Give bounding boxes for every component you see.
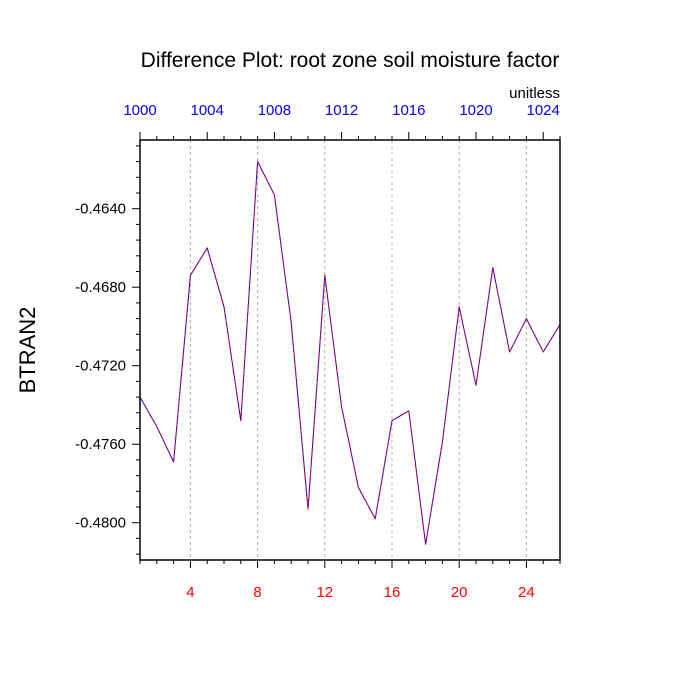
axis-ticks (132, 132, 561, 568)
left-tick-label: -0.4680 (75, 279, 126, 296)
bottom-tick-label: 20 (451, 584, 468, 601)
bottom-tick-label: 12 (316, 584, 333, 601)
left-tick-label: -0.4720 (75, 358, 126, 375)
tick-labels: 4 8 12 16 20 24 1000 1004 1008 1012 1016 1020 1024 -0… (75, 102, 560, 601)
top-tick-label: 1012 (325, 102, 358, 119)
top-tick-label: 1004 (191, 102, 224, 119)
plot-area (139, 161, 561, 545)
top-tick-label: 1016 (392, 102, 425, 119)
series-line-2 (139, 161, 561, 545)
gridlines (189, 140, 527, 560)
left-tick-label: -0.4760 (75, 436, 126, 453)
top-tick-label: 1024 (527, 102, 560, 119)
bottom-tick-label: 24 (518, 584, 535, 601)
top-tick-label: 1000 (123, 102, 156, 119)
bottom-tick-label: 4 (186, 584, 194, 601)
top-tick-label: 1020 (459, 102, 492, 119)
units-label: unitless (509, 85, 560, 102)
plot-frame (139, 139, 561, 561)
y-axis-label: BTRAN2 (15, 307, 40, 394)
left-tick-label: -0.4640 (75, 201, 126, 218)
bottom-tick-label: 16 (384, 584, 401, 601)
chart-title: Difference Plot: root zone soil moisture… (141, 49, 560, 72)
left-tick-label: -0.4800 (75, 515, 126, 532)
top-tick-label: 1008 (258, 102, 291, 119)
bottom-tick-label: 8 (253, 584, 261, 601)
series-line-1 (139, 161, 561, 545)
